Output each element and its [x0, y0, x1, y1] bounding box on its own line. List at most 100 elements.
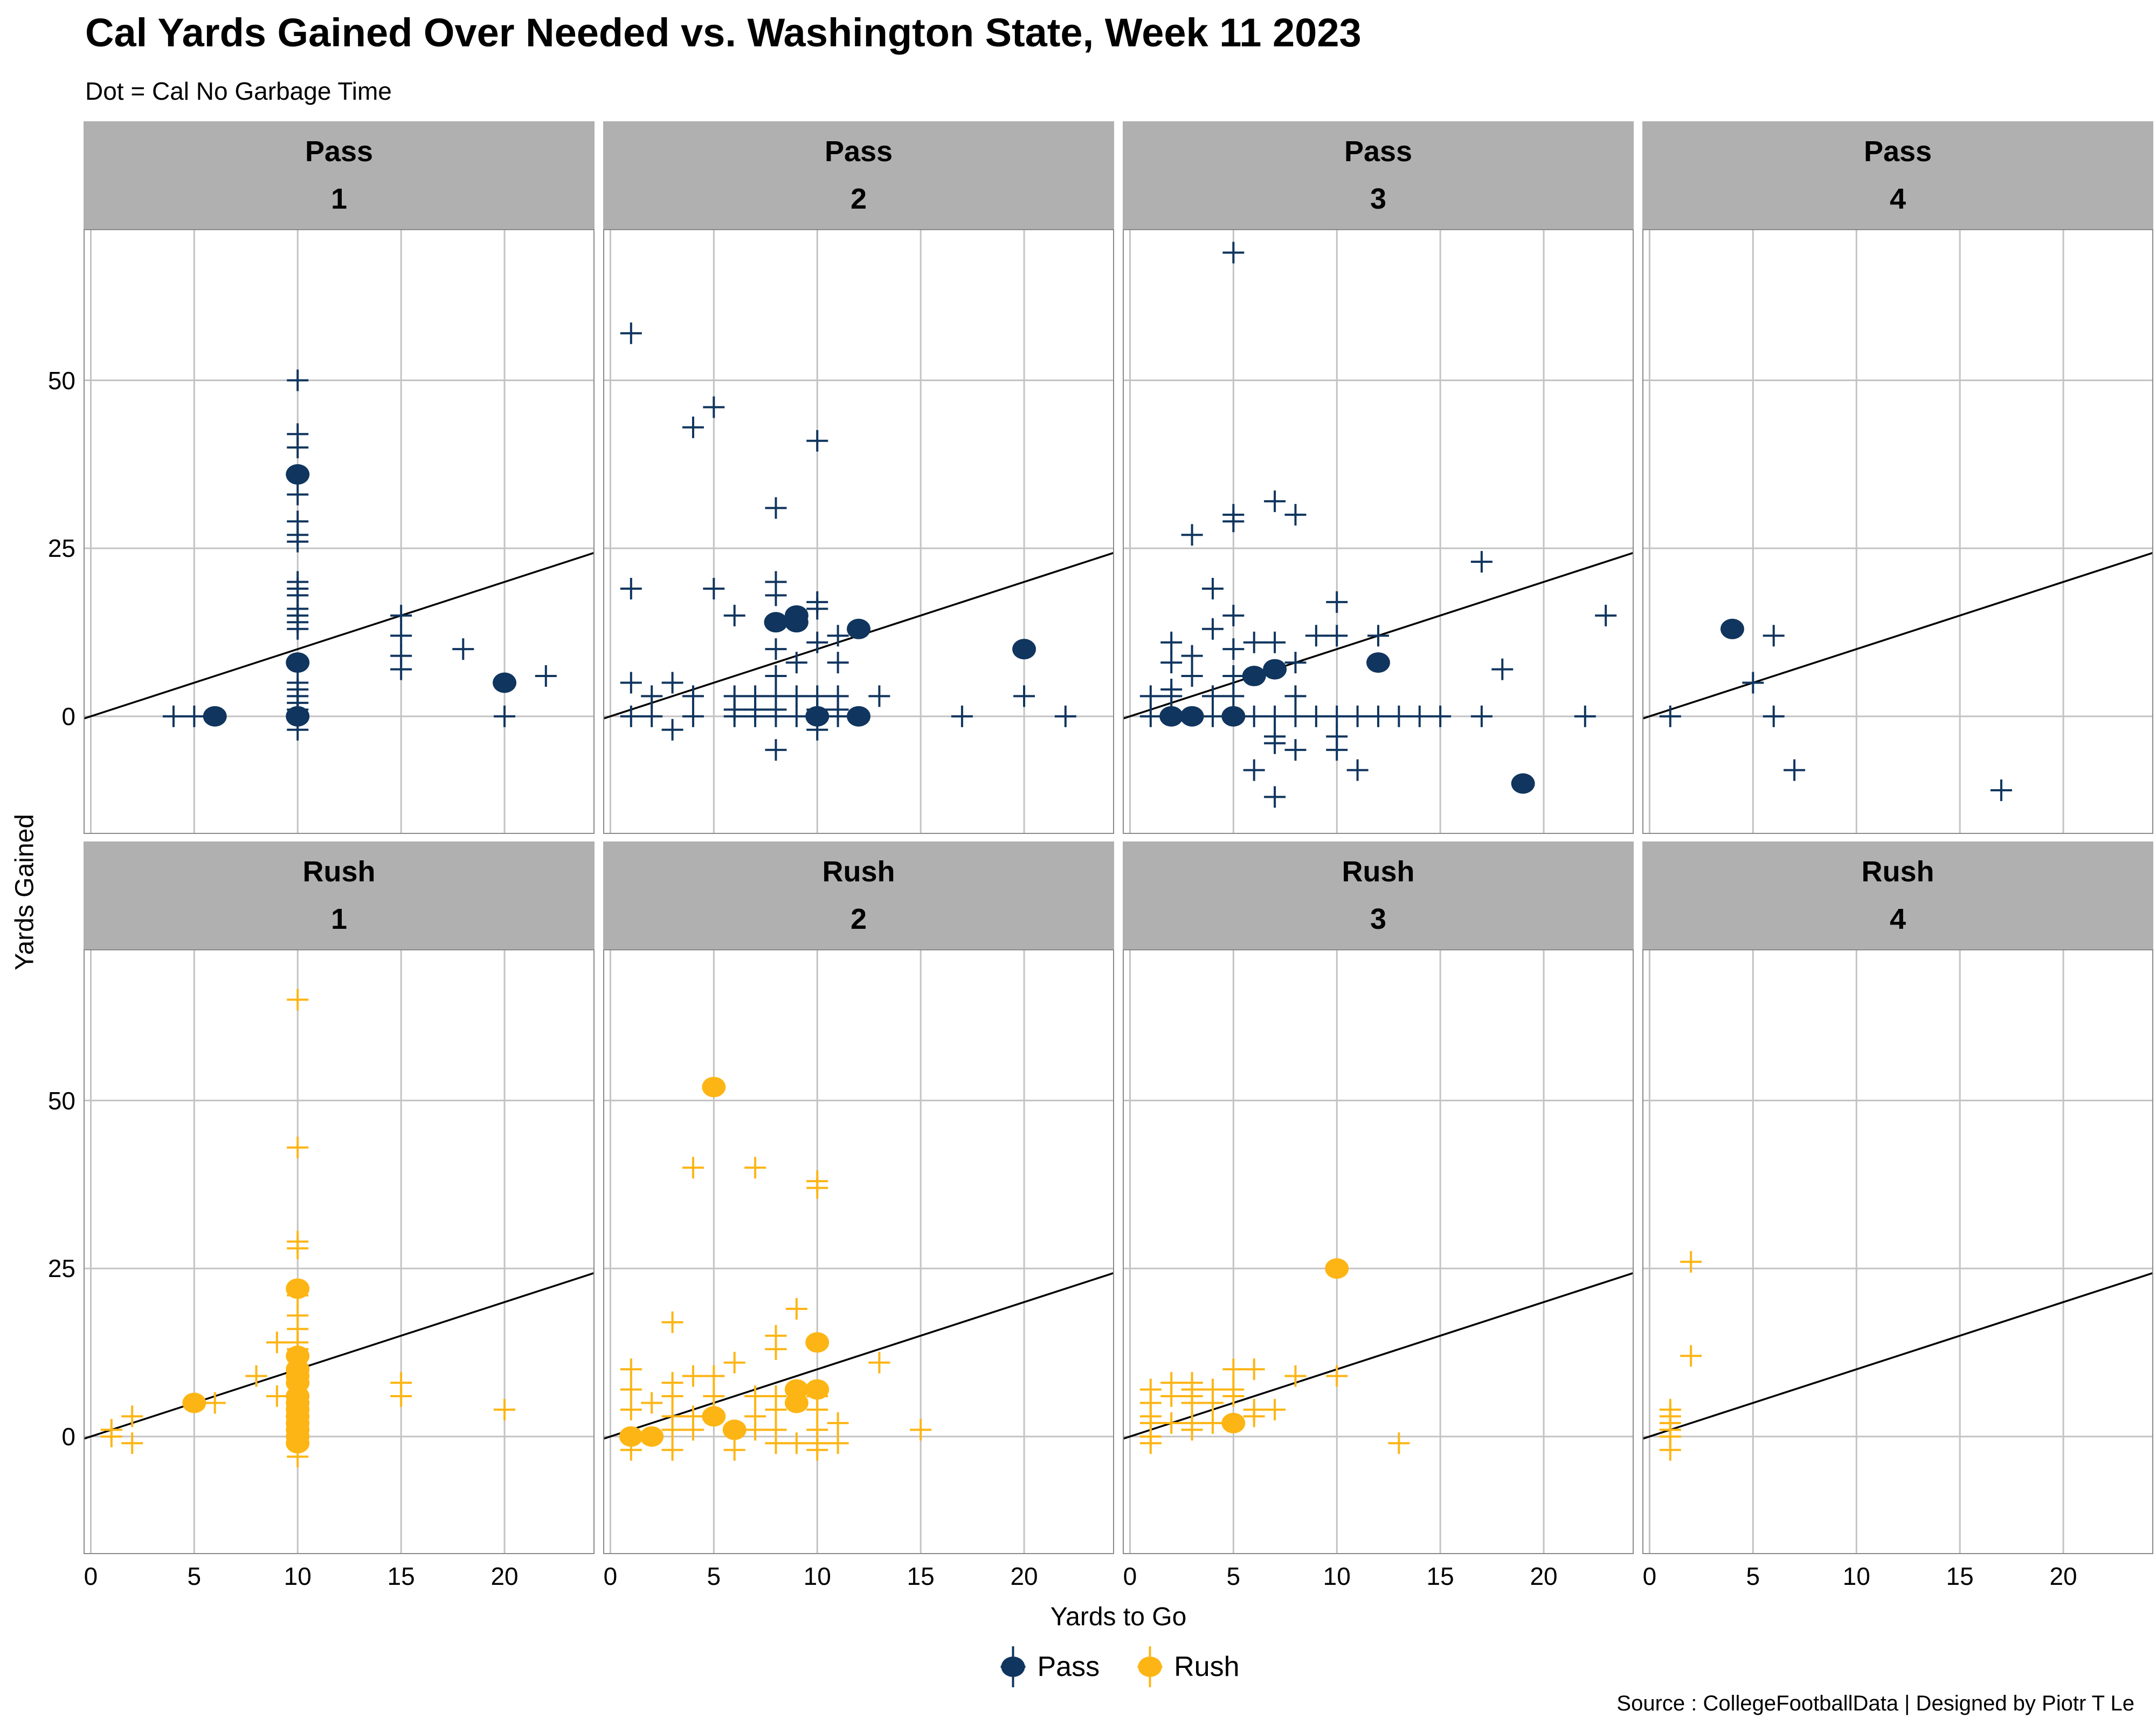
plus-marker	[641, 1392, 663, 1414]
plus-marker	[1284, 503, 1307, 526]
plus-marker	[1160, 631, 1183, 653]
plus-marker	[806, 598, 828, 620]
dot-marker	[182, 1392, 206, 1413]
dot-marker	[286, 464, 310, 485]
plus-marker	[1346, 705, 1369, 727]
plus-marker	[1264, 705, 1286, 727]
plus-marker	[266, 1385, 288, 1407]
panel-border	[1642, 229, 2153, 834]
dot-marker	[640, 1426, 664, 1447]
plus-marker	[1181, 1419, 1203, 1441]
plus-marker	[765, 705, 787, 727]
plus-marker	[661, 672, 683, 694]
plus-marker	[1243, 1405, 1265, 1427]
plus-marker	[1326, 591, 1348, 613]
plus-marker	[682, 1419, 704, 1441]
plus-marker	[390, 658, 412, 680]
plus-marker	[204, 1392, 226, 1414]
dot-marker	[619, 1426, 643, 1447]
plus-marker	[1659, 1439, 1681, 1461]
dot-marker	[286, 706, 310, 727]
panel-border	[84, 949, 595, 1554]
plus-marker	[868, 1351, 890, 1374]
plus-marker	[951, 705, 973, 727]
plus-marker	[1680, 1251, 1702, 1273]
facet-strip-group-label: Rush	[1861, 855, 1934, 888]
plus-marker	[785, 685, 807, 707]
plus-marker	[1160, 1412, 1183, 1434]
plus-marker	[703, 396, 725, 418]
plus-marker	[641, 705, 663, 727]
panel-border	[1642, 949, 2153, 1554]
plus-marker	[620, 1358, 642, 1381]
plus-marker	[1659, 705, 1681, 727]
facet-panel-pass-1	[84, 229, 595, 834]
facet-panel-pass-4	[1642, 229, 2153, 834]
plus-marker	[287, 437, 309, 459]
plus-marker	[1367, 625, 1389, 647]
dot-marker	[1511, 773, 1535, 794]
panel-border	[603, 949, 1114, 1554]
facet-panel-rush-2	[603, 949, 1114, 1554]
plus-marker	[121, 1405, 143, 1427]
legend: Pass Rush	[997, 1643, 1240, 1690]
plus-marker	[661, 1439, 683, 1461]
facet-strip-group-label: Pass	[305, 135, 374, 168]
plus-marker	[744, 1385, 766, 1407]
dot-marker	[805, 1379, 830, 1400]
facet-strip-down-label: 3	[1370, 903, 1387, 935]
reference-line-y-equals-x	[1642, 551, 2153, 720]
panel-border	[603, 229, 1114, 834]
plus-marker	[452, 638, 474, 660]
plus-marker	[1201, 618, 1224, 640]
facet-strip-group-label: Pass	[1344, 135, 1413, 168]
dot-marker	[847, 618, 870, 639]
dot-marker	[286, 1433, 310, 1454]
reference-line-y-equals-x	[1123, 1272, 1634, 1440]
legend-label: Rush	[1174, 1651, 1240, 1682]
plus-marker	[785, 705, 807, 727]
plus-marker	[183, 705, 205, 727]
facet-panel-pass-2	[603, 229, 1114, 834]
x-tick-label: 0	[1123, 1562, 1137, 1590]
plus-marker	[1139, 705, 1162, 727]
plus-marker	[765, 584, 787, 606]
x-tick-label: 5	[187, 1562, 202, 1590]
plus-marker	[1388, 1432, 1410, 1454]
plus-marker	[121, 1432, 143, 1454]
panel-border	[1123, 229, 1634, 834]
plus-marker	[723, 604, 745, 626]
facet-strip-group-label: Rush	[822, 855, 895, 888]
plus-marker	[620, 705, 642, 727]
plus-marker	[1222, 242, 1245, 264]
dot-marker	[1325, 1258, 1349, 1279]
reference-line-y-equals-x	[603, 1272, 1114, 1440]
dot-marker	[1221, 706, 1246, 727]
dot-marker	[1180, 706, 1204, 727]
plus-marker	[1160, 652, 1183, 674]
plus-marker	[785, 1432, 807, 1454]
plus-marker	[682, 1365, 704, 1387]
plus-marker	[661, 1419, 683, 1441]
plus-marker	[1201, 1412, 1224, 1434]
facet-strip-group-label: Rush	[1342, 855, 1415, 888]
dot-marker	[1242, 666, 1266, 687]
x-tick-label: 15	[387, 1562, 415, 1590]
facet-strip-pass-3: Pass 3	[1123, 121, 1634, 229]
plus-marker	[1346, 759, 1369, 781]
plus-marker	[620, 672, 642, 694]
x-tick-label: 5	[1746, 1562, 1760, 1590]
plus-marker	[1326, 1365, 1348, 1387]
y-tick-label: 50	[47, 366, 75, 395]
plus-marker	[910, 1419, 932, 1441]
plus-marker	[1284, 1365, 1307, 1387]
x-tick-label: 20	[1530, 1562, 1558, 1590]
facet-strip-down-label: 3	[1370, 183, 1387, 215]
y-tick-label: 25	[47, 534, 75, 563]
plus-marker	[1222, 1358, 1245, 1381]
plus-marker	[765, 665, 787, 687]
plus-marker	[765, 739, 787, 761]
plus-marker	[266, 1331, 288, 1354]
facet-strip-pass-4: Pass 4	[1642, 121, 2153, 229]
dot-marker	[784, 1392, 808, 1413]
